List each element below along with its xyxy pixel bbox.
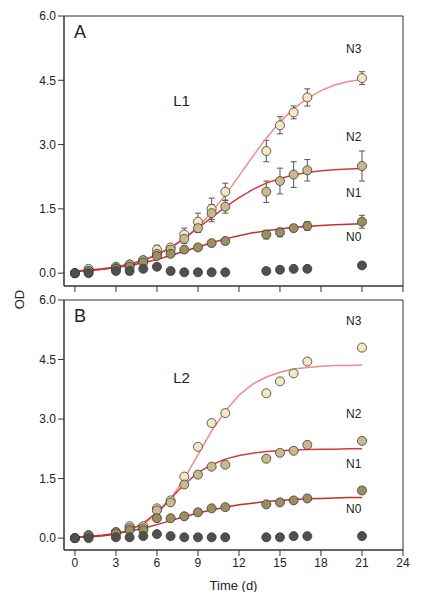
svg-text:6.0: 6.0 [39, 293, 56, 307]
svg-text:3.0: 3.0 [39, 412, 56, 426]
svg-text:3.0: 3.0 [39, 138, 56, 152]
svg-text:6.0: 6.0 [39, 9, 56, 23]
html-text:B: B [74, 306, 86, 326]
svg-text:4.5: 4.5 [39, 74, 56, 88]
svg-text:15: 15 [273, 556, 287, 570]
svg-text:12: 12 [232, 556, 246, 570]
svg-text:9: 9 [195, 556, 202, 570]
svg-text:N2: N2 [346, 130, 362, 144]
svg-text:N1: N1 [346, 186, 362, 200]
svg-text:4.5: 4.5 [39, 353, 56, 367]
svg-text:18: 18 [314, 556, 328, 570]
svg-text:24: 24 [396, 556, 410, 570]
svg-text:1.5: 1.5 [39, 202, 56, 216]
svg-text:21: 21 [355, 556, 369, 570]
svg-text:0: 0 [72, 556, 79, 570]
svg-text:3: 3 [113, 556, 120, 570]
svg-text:N3: N3 [346, 42, 362, 56]
svg-text:1.5: 1.5 [39, 472, 56, 486]
svg-text:Time (d): Time (d) [210, 578, 258, 592]
svg-text:N1: N1 [346, 457, 362, 471]
svg-text:0.0: 0.0 [39, 266, 56, 280]
svg-text:N2: N2 [346, 407, 362, 421]
html-text:OD: OD [11, 289, 27, 310]
html-text:A: A [74, 22, 86, 42]
svg-text:N3: N3 [346, 314, 362, 328]
svg-text:0.0: 0.0 [39, 531, 56, 545]
svg-text:6: 6 [154, 556, 161, 570]
svg-text:L1: L1 [173, 92, 190, 109]
svg-text:N0: N0 [346, 502, 362, 516]
svg-text:N0: N0 [346, 230, 362, 244]
svg-text:L2: L2 [173, 369, 190, 386]
